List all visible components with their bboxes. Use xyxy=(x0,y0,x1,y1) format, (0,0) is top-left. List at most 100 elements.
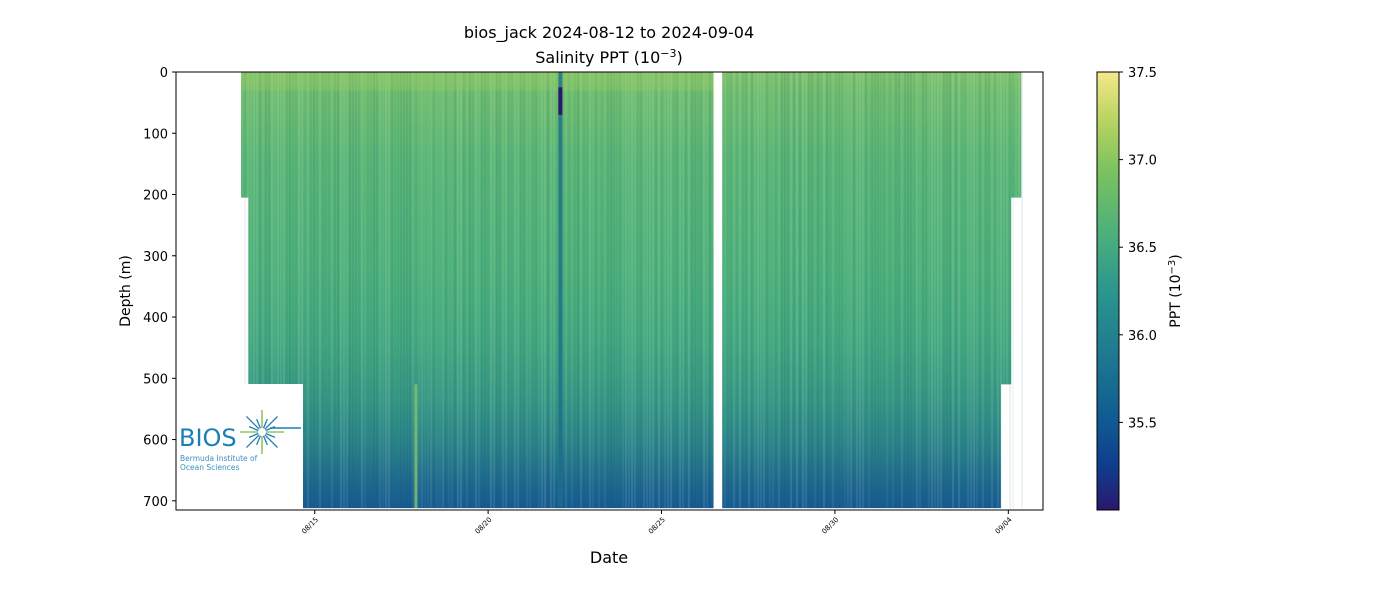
streak xyxy=(1015,72,1018,509)
sunburst-icon xyxy=(240,410,301,454)
streak xyxy=(853,72,856,509)
streak xyxy=(376,72,379,509)
anomaly-profile xyxy=(558,72,563,509)
streak xyxy=(826,72,829,509)
streak xyxy=(682,72,685,509)
streak xyxy=(379,72,382,509)
streak xyxy=(541,72,544,509)
streak xyxy=(355,72,358,509)
streak xyxy=(724,72,727,509)
streak xyxy=(493,72,496,509)
streak xyxy=(460,72,463,509)
streak xyxy=(766,72,769,509)
streak xyxy=(997,72,1000,509)
streak xyxy=(907,72,910,509)
streak xyxy=(397,72,399,508)
streak xyxy=(436,72,439,509)
streak xyxy=(325,72,328,509)
streak xyxy=(781,72,784,509)
streak xyxy=(364,72,366,508)
streak xyxy=(316,72,319,509)
streak xyxy=(613,72,616,509)
colorbar-tick-label: 36.5 xyxy=(1128,241,1157,256)
salinity-field xyxy=(241,72,1024,509)
x-tick-label: 08/15 xyxy=(300,516,320,536)
streak xyxy=(991,72,994,509)
streak xyxy=(289,72,292,509)
streak xyxy=(676,72,679,509)
streak xyxy=(742,72,745,509)
streak xyxy=(838,72,841,509)
streak xyxy=(490,72,493,509)
streak xyxy=(544,72,547,509)
streak xyxy=(385,72,388,509)
y-axis: 0 100 200 300 400 500 600 700 xyxy=(143,66,176,510)
streak xyxy=(709,72,712,509)
streak xyxy=(985,72,988,509)
chart-subtitle: Salinity PPT (10−3) xyxy=(535,47,683,67)
streak xyxy=(250,72,253,509)
streak xyxy=(550,72,553,509)
streak xyxy=(520,72,523,509)
streak xyxy=(391,72,394,509)
streak xyxy=(511,72,514,509)
y-tick-label: 700 xyxy=(143,495,168,510)
streak xyxy=(1006,72,1009,509)
streak xyxy=(418,72,420,508)
streak xyxy=(595,72,598,509)
y-tick-label: 300 xyxy=(143,250,168,265)
streak xyxy=(574,72,577,509)
streak xyxy=(679,72,682,509)
streak xyxy=(508,72,511,509)
x-tick-label: 09/04 xyxy=(994,515,1014,535)
streak xyxy=(835,72,838,509)
streak xyxy=(553,72,556,509)
streak xyxy=(634,72,637,509)
streak xyxy=(910,72,913,509)
streak xyxy=(253,72,256,509)
sunburst-ray xyxy=(256,418,262,429)
sunburst-ray xyxy=(248,432,259,438)
streak xyxy=(445,72,448,509)
streak xyxy=(952,72,955,509)
streak xyxy=(307,72,310,509)
streak xyxy=(760,72,763,509)
streak xyxy=(982,72,985,509)
streak xyxy=(730,72,733,509)
streak xyxy=(481,72,484,509)
streak xyxy=(955,72,958,509)
streak xyxy=(799,72,802,509)
streak xyxy=(862,72,865,509)
x-tick-label: 08/30 xyxy=(820,516,840,536)
y-tick-label: 600 xyxy=(143,434,168,449)
x-axis: 08/15 08/20 08/25 08/30 09/04 xyxy=(300,510,1014,536)
streak xyxy=(925,72,928,509)
sunburst-ray xyxy=(264,415,279,430)
streak xyxy=(694,72,697,509)
streak xyxy=(280,72,283,509)
streak xyxy=(811,72,814,509)
streak xyxy=(556,72,558,508)
chart-title: bios_jack 2024-08-12 to 2024-09-04 xyxy=(464,23,754,43)
streak xyxy=(367,72,369,508)
streak xyxy=(394,72,396,508)
streak xyxy=(631,72,634,509)
streak xyxy=(523,72,526,509)
streak xyxy=(916,72,919,509)
streak xyxy=(661,72,664,509)
streak xyxy=(685,72,688,509)
streak xyxy=(502,72,505,509)
streak xyxy=(484,72,487,509)
streak xyxy=(328,72,331,509)
streak xyxy=(466,72,469,509)
streak xyxy=(637,72,640,509)
streak xyxy=(763,72,766,509)
streak xyxy=(979,72,982,509)
streak xyxy=(352,72,355,509)
streak xyxy=(874,72,877,509)
streak xyxy=(757,72,760,509)
streak xyxy=(931,72,934,509)
streak xyxy=(334,72,337,509)
sunburst-ray xyxy=(256,435,262,446)
high-salinity-profile xyxy=(414,384,418,509)
